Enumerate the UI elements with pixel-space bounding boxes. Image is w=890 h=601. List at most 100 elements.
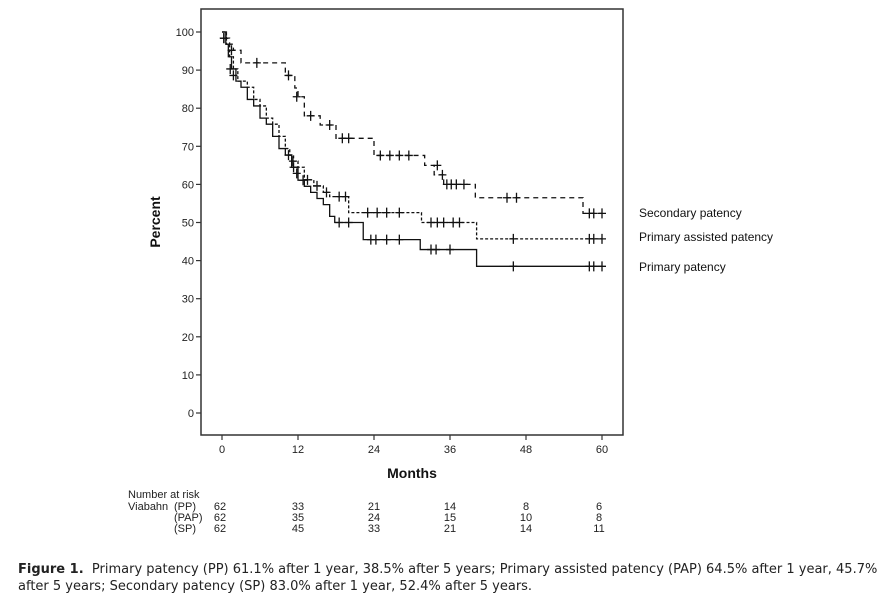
censor-mark	[589, 261, 598, 272]
risk-value: 10	[519, 512, 533, 524]
survival-curve	[222, 31, 602, 267]
caption-label: Figure 1.	[18, 562, 84, 577]
censor-mark	[439, 217, 448, 228]
risk-value: 8	[522, 501, 530, 513]
risk-row-label: (PP)	[174, 501, 196, 513]
y-tick-label: 20	[182, 332, 194, 344]
risk-value: 24	[367, 512, 381, 524]
caption-text: Primary patency (PP) 61.1% after 1 year,…	[18, 562, 878, 594]
y-tick-label: 0	[188, 408, 194, 420]
y-tick-label: 80	[182, 103, 194, 115]
censor-mark	[376, 150, 385, 161]
censor-mark	[335, 217, 344, 228]
risk-value: 62	[213, 512, 227, 524]
y-axis-title: Percent	[147, 196, 163, 248]
censor-mark	[382, 234, 391, 245]
risk-header: Number at risk	[128, 489, 200, 501]
censor-mark	[432, 244, 441, 255]
censor-mark	[363, 207, 372, 218]
y-tick-label: 30	[182, 294, 194, 306]
censor-mark	[371, 234, 380, 245]
series-primary-patency	[219, 31, 606, 272]
censor-mark	[598, 208, 606, 219]
risk-value: 35	[291, 512, 305, 524]
censor-mark	[226, 63, 235, 74]
risk-value: 45	[291, 523, 305, 535]
risk-value: 15	[443, 512, 457, 524]
censor-mark	[284, 70, 293, 81]
risk-value: 62	[213, 523, 227, 535]
censor-mark	[229, 70, 238, 81]
censor-mark	[589, 233, 598, 244]
censor-mark	[446, 244, 454, 255]
x-tick-label: 60	[596, 444, 608, 456]
x-axis: 0 12 24 36 48 60	[219, 435, 608, 456]
censor-mark	[509, 261, 518, 272]
x-tick-label: 0	[219, 444, 225, 456]
survival-curve	[222, 31, 602, 215]
censor-mark	[289, 162, 298, 173]
censor-mark	[299, 175, 308, 186]
censor-mark	[344, 217, 353, 228]
censor-mark	[598, 261, 606, 272]
series-secondary-patency	[219, 31, 606, 219]
censor-mark	[598, 233, 606, 244]
y-tick-label: 70	[182, 141, 194, 153]
censor-mark	[292, 91, 301, 102]
censor-mark	[292, 168, 301, 179]
censor-mark	[313, 180, 321, 191]
legend-label: Primary patency	[639, 260, 726, 274]
censor-mark	[459, 179, 468, 190]
censor-mark	[438, 169, 447, 180]
risk-value: 21	[367, 501, 381, 513]
risk-value: 14	[443, 501, 457, 513]
plot-frame	[200, 8, 624, 436]
y-tick-label: 10	[182, 370, 194, 382]
y-tick-label: 100	[176, 27, 194, 39]
censor-mark	[385, 150, 394, 161]
y-tick-label: 60	[182, 179, 194, 191]
y-tick-label: 50	[182, 218, 194, 230]
risk-value: 21	[443, 523, 457, 535]
y-tick-label: 90	[182, 65, 194, 77]
x-tick-label: 24	[368, 444, 380, 456]
risk-value: 14	[519, 523, 533, 535]
legend-label: Primary assisted patency	[639, 230, 773, 244]
censor-mark	[395, 150, 404, 161]
risk-value: 11	[593, 523, 605, 535]
km-chart: 0 10 20 30 40 50 60 70 80 90 100 0 12 24 36 48 60 Perce…	[147, 8, 773, 481]
censor-mark	[344, 133, 353, 144]
censor-mark	[322, 187, 331, 198]
censor-mark	[325, 119, 334, 130]
censor-mark	[404, 150, 413, 161]
censor-mark	[452, 179, 461, 190]
censor-mark	[395, 207, 404, 218]
risk-value: 8	[595, 512, 603, 524]
x-axis-title: Months	[387, 465, 437, 481]
legend: Secondary patency Primary assisted patenc…	[639, 206, 773, 274]
risk-row-label: (SP)	[174, 523, 196, 535]
series-layer	[219, 31, 606, 272]
censor-mark	[455, 217, 464, 228]
censor-mark	[589, 208, 598, 219]
risk-value: 62	[213, 501, 227, 513]
risk-row-label: (PAP)	[174, 512, 203, 524]
censor-mark	[512, 192, 521, 203]
risk-value: 6	[595, 501, 603, 513]
risk-value: 33	[367, 523, 381, 535]
censor-mark	[382, 207, 391, 218]
censor-mark	[373, 207, 382, 218]
risk-group-label: Viabahn	[128, 501, 169, 513]
censor-mark	[252, 57, 261, 68]
x-tick-label: 36	[444, 444, 456, 456]
survival-curve	[222, 31, 602, 240]
censor-mark	[219, 33, 228, 44]
legend-label: Secondary patency	[639, 206, 742, 220]
censor-mark	[395, 234, 404, 245]
censor-mark	[284, 150, 293, 161]
censor-mark	[433, 160, 442, 171]
x-tick-label: 12	[292, 444, 304, 456]
y-tick-label: 40	[182, 256, 194, 268]
censor-mark	[503, 192, 511, 203]
censor-mark	[509, 233, 518, 244]
